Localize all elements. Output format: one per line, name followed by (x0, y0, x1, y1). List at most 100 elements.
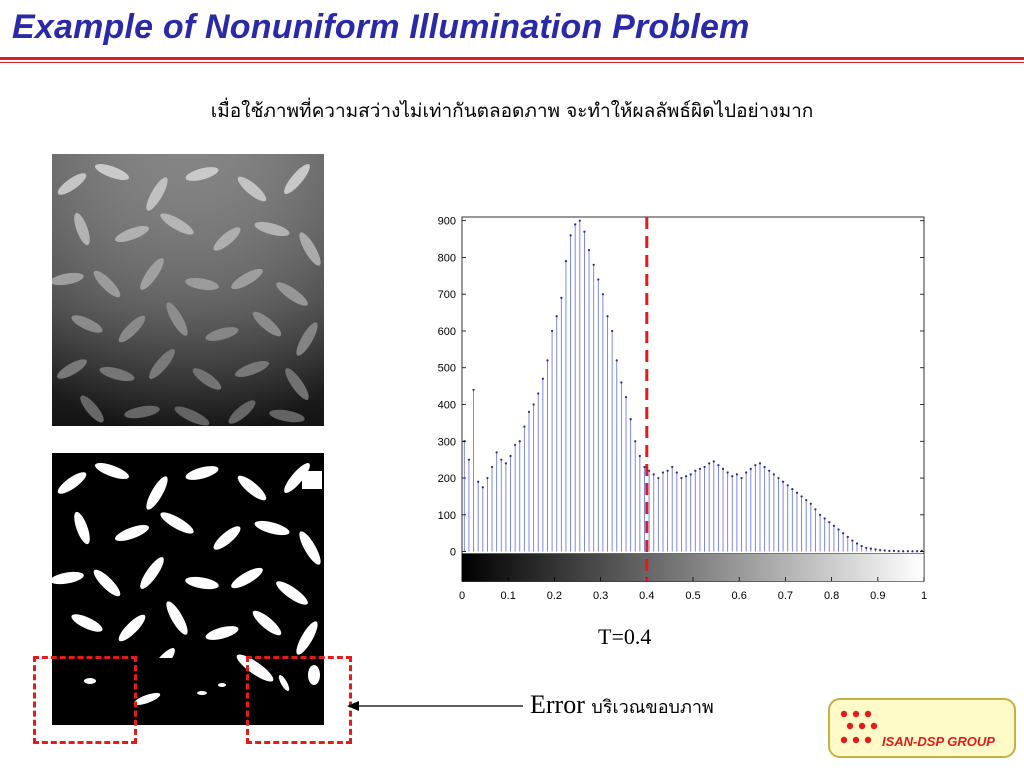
rice-grain (284, 463, 310, 493)
rice-grain (237, 475, 267, 501)
histogram-point (823, 517, 826, 520)
histogram-point (472, 388, 475, 391)
histogram-point (902, 550, 905, 553)
histogram-point (657, 476, 660, 480)
rice-grain (118, 315, 146, 343)
rice-grain (174, 406, 210, 426)
histogram-point (661, 471, 665, 474)
rice-grain (237, 176, 267, 202)
histogram-point (721, 467, 725, 470)
histogram-point (615, 359, 618, 362)
x-tick-label: 0.8 (824, 590, 839, 602)
histogram-point (758, 462, 762, 465)
y-tick-label: 0 (450, 547, 456, 559)
rice-grain (205, 626, 239, 640)
histogram-chart: 0 100 200 300 400 500 600 700 800 900 0 0.1 0.2 0.3 0.… (438, 216, 927, 602)
rice-grain (149, 349, 175, 379)
rice-grain (140, 258, 164, 290)
y-tick-label: 500 (438, 363, 456, 375)
histogram-point (915, 550, 919, 553)
histogram-point (855, 542, 859, 545)
histogram-point (865, 546, 868, 550)
rice-grain (254, 520, 290, 536)
histogram-point (694, 469, 697, 472)
histogram-point (583, 230, 586, 233)
histogram-point (680, 476, 683, 480)
histogram-point (703, 465, 706, 469)
rice-grain (299, 232, 321, 266)
histogram-point (745, 471, 748, 474)
histogram-point (532, 403, 535, 406)
histogram-point (897, 550, 900, 553)
histogram-point (550, 329, 554, 333)
x-tick-label: 0.2 (547, 590, 562, 602)
histogram-point (781, 480, 785, 483)
y-tick-label: 300 (438, 436, 456, 448)
histogram-point (809, 502, 812, 505)
rice-grain (160, 213, 194, 235)
histogram-point (537, 392, 540, 395)
original-rice-image (52, 154, 324, 426)
histogram-point (467, 458, 471, 461)
histogram-point (805, 499, 808, 502)
histogram-point (477, 480, 480, 483)
isan-dsp-logo: ISAN-DSP GROUP (828, 698, 1016, 758)
histogram-point (892, 549, 896, 552)
histogram-point (883, 549, 886, 552)
rice-grain (118, 614, 146, 642)
histogram-point (597, 278, 600, 281)
x-tick-label: 1 (921, 590, 927, 602)
histogram-point (643, 465, 646, 469)
error-region-right (246, 656, 352, 744)
histogram-point (828, 521, 831, 524)
histogram-point (800, 495, 803, 498)
plot-frame (461, 216, 925, 582)
rice-grain (94, 462, 130, 480)
x-tick-label: 0.3 (593, 590, 608, 602)
histogram-point (740, 476, 743, 480)
histogram-point (717, 464, 720, 467)
title-underline (0, 57, 1024, 60)
rice-grain (146, 177, 168, 211)
histogram-point (574, 223, 577, 226)
rice-grain (284, 164, 310, 194)
x-tick-label: 0.7 (778, 590, 793, 602)
histogram-point (490, 465, 494, 469)
arrow-icon (347, 701, 523, 711)
rice-grain (185, 466, 219, 480)
histogram-point (523, 425, 526, 428)
histogram-point (731, 475, 734, 478)
rice-grain (205, 327, 239, 341)
logo-dots-icon (840, 710, 878, 744)
histogram-point (837, 528, 840, 531)
threshold-label: T=0.4 (598, 624, 652, 649)
slide-title: Example of Nonuniform Illumination Probl… (12, 8, 750, 46)
rice-grain (93, 270, 121, 298)
histogram-point (666, 469, 669, 472)
rice-grain (166, 302, 188, 336)
rice-grain (276, 581, 308, 605)
histogram-point (726, 471, 729, 474)
histogram-point (832, 524, 836, 527)
y-tick-label: 600 (438, 326, 456, 338)
rice-grain (57, 359, 87, 379)
x-tick-label: 0.6 (732, 590, 747, 602)
histogram-point (560, 296, 563, 299)
rice-grain (213, 227, 241, 251)
histogram-point (708, 462, 711, 465)
y-tick-label: 200 (438, 473, 456, 485)
slide-subtitle: เมื่อใช้ภาพที่ความสว่างไม่เท่ากันตลอดภาพ… (210, 100, 814, 122)
histogram-point (814, 508, 817, 511)
error-label: Error (530, 690, 585, 719)
histogram-point (555, 315, 558, 318)
histogram-point (763, 465, 766, 469)
rice-grain (94, 163, 130, 181)
rice-grain (93, 569, 121, 597)
rice-grain (52, 272, 84, 286)
histogram-point (712, 460, 715, 463)
histogram-point (629, 418, 632, 421)
rice-grain (99, 366, 135, 382)
histogram-point (818, 513, 822, 516)
histogram-point (592, 263, 595, 266)
histogram-point (509, 454, 512, 458)
